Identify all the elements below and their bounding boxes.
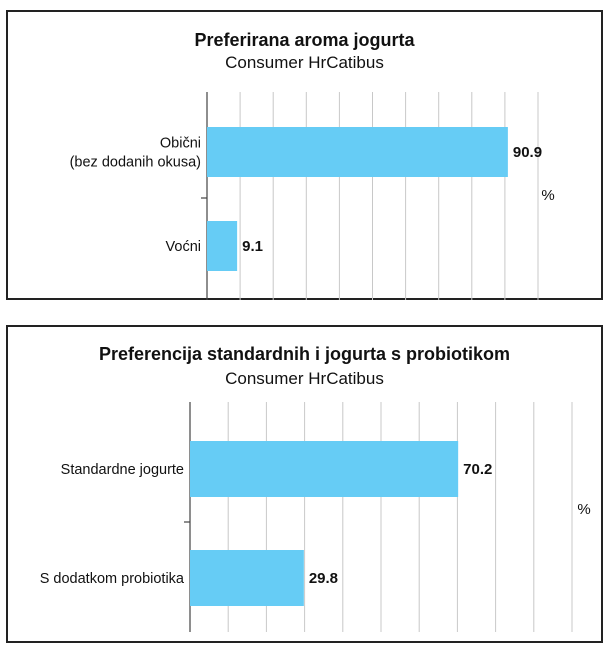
chart-panel-aroma: Preferirana aroma jogurta Consumer HrCat…	[6, 10, 603, 300]
chart-subtitle: Consumer HrCatibus	[225, 369, 384, 388]
bar	[207, 127, 508, 177]
data-label: 29.8	[309, 570, 338, 587]
bar-chart-probiotik: 70.2 Standardne jogurte 29.8 S dodatkom pro…	[40, 402, 591, 632]
bar	[190, 441, 459, 497]
chart-title: Preferencija standardnih i jogurta s pro…	[98, 344, 511, 364]
category-label: Standardne jogurte	[61, 462, 184, 478]
category-label: Voćni	[166, 239, 201, 255]
unit-label: %	[541, 187, 554, 204]
data-label: 70.2	[463, 461, 492, 478]
category-label: (bez dodanih okusa)	[70, 155, 201, 171]
bar	[190, 550, 304, 606]
data-label: 90.9	[513, 144, 542, 161]
chart-panel-probiotik: Preferencija standardnih i jogurta s pro…	[6, 325, 603, 643]
bar-chart-aroma: 90.9 Obični (bez dodanih okusa) 9.1 Voćni%	[70, 92, 555, 300]
data-label: 9.1	[242, 238, 263, 255]
chart-subtitle: Consumer HrCatibus	[225, 53, 384, 72]
category-label: S dodatkom probiotika	[40, 571, 185, 587]
chart-title: Preferirana aroma jogurta	[194, 30, 415, 50]
unit-label: %	[577, 501, 590, 518]
bar	[207, 221, 238, 271]
category-label: Obični	[160, 136, 201, 152]
